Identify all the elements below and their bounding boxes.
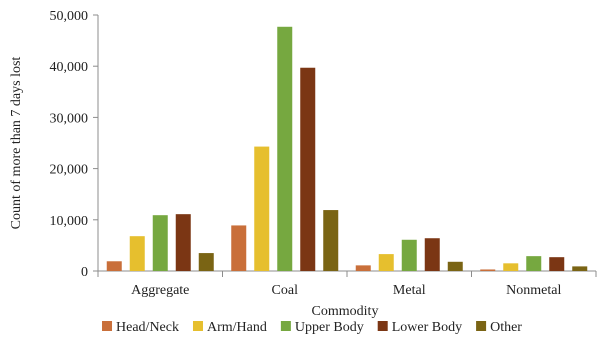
bar (572, 266, 588, 271)
y-tick-label: 40,000 (50, 60, 89, 75)
bar (424, 238, 440, 271)
bar (401, 239, 417, 271)
y-axis-title: Count of more than 7 days lost (9, 57, 24, 230)
bar (480, 269, 496, 271)
bar (300, 67, 316, 272)
bar (152, 215, 168, 271)
legend-item: Arm/Hand (192, 320, 267, 335)
y-tick-label: 30,000 (50, 111, 89, 126)
legend-swatch (280, 321, 291, 331)
x-axis-title: Commodity (312, 304, 379, 319)
legend-swatch (377, 321, 388, 331)
y-tick-label: 50,000 (50, 9, 89, 24)
x-tick-label: Coal (272, 283, 299, 298)
y-tick-label: 0 (81, 265, 88, 280)
bar (323, 210, 339, 271)
bar (198, 253, 214, 271)
bar (549, 257, 565, 271)
legend-swatch (476, 321, 487, 331)
x-axis: Aggregate Coal Metal Nonmetal (97, 270, 597, 298)
legend-label: Head/Neck (116, 320, 179, 335)
legend-swatch (192, 321, 203, 331)
legend: Head/Neck Arm/Hand Upper Body Lower Body Oth… (102, 320, 522, 335)
bar (526, 256, 542, 271)
legend-item: Lower Body (377, 320, 462, 335)
bar (129, 236, 145, 271)
legend-item: Upper Body (280, 320, 364, 335)
bar (106, 261, 122, 271)
legend-label: Upper Body (295, 320, 364, 335)
bar (447, 261, 463, 271)
bar (175, 214, 191, 271)
x-tick-label: Metal (393, 283, 426, 298)
bar (503, 263, 519, 271)
legend-item: Other (476, 320, 522, 335)
bar (355, 265, 371, 271)
bar (277, 26, 293, 271)
bar (231, 225, 247, 271)
y-tick-label: 10,000 (50, 214, 89, 229)
legend-item: Head/Neck (102, 320, 179, 335)
legend-label: Other (490, 320, 522, 335)
y-axis: 0 10,000 20,000 30,000 40,000 50,000 (50, 9, 99, 280)
bar (254, 146, 270, 271)
bar (378, 254, 394, 271)
x-tick-label: Aggregate (131, 283, 189, 298)
legend-label: Lower Body (392, 320, 462, 335)
y-tick-label: 20,000 (50, 163, 89, 178)
legend-label: Arm/Hand (207, 320, 267, 335)
x-tick-label: Nonmetal (506, 283, 561, 298)
bars (106, 26, 588, 272)
legend-swatch (102, 321, 113, 331)
